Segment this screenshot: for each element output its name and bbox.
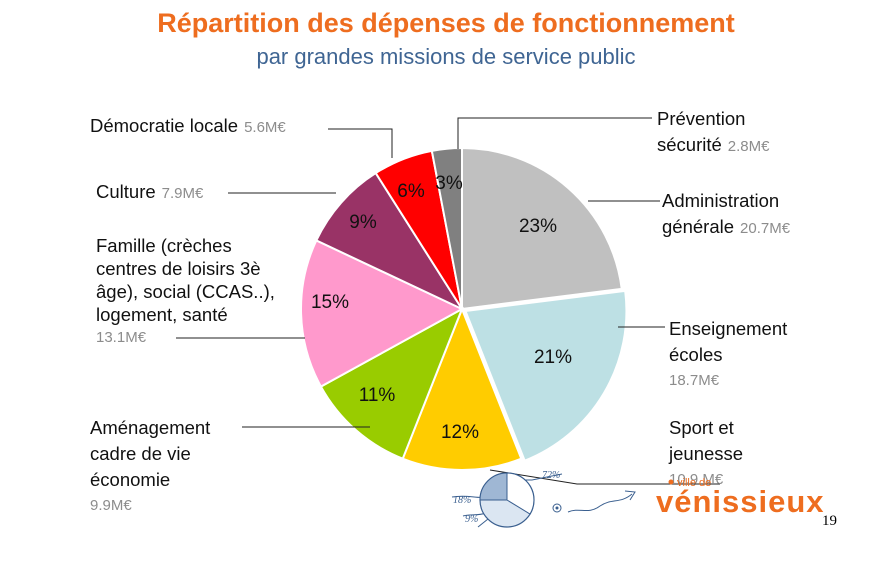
label-line: Démocratie locale (90, 115, 238, 136)
label-connector-line (457, 117, 652, 149)
page-number: 19 (822, 513, 837, 529)
pie-slice (430, 146, 463, 310)
slice-percent-label: 12% (441, 422, 479, 443)
pie-slice (300, 239, 465, 388)
logo-main-text: vénissieux (656, 484, 825, 519)
slice-amount: 20.7M€ (740, 220, 791, 237)
slice-amount: 5.6M€ (244, 119, 286, 136)
label-line: jeunesse (668, 443, 743, 464)
sketch-label-18: 18% (453, 495, 471, 506)
label-line: Prévention (657, 108, 745, 129)
logo-small-text: ville de (677, 477, 711, 489)
label-line: centres de loisirs 3è (96, 258, 261, 279)
pie-slice (314, 171, 465, 312)
label-line: générale (662, 216, 734, 237)
chart-subtitle: par grandes missions de service public (256, 44, 635, 69)
slice-percent-label: 6% (397, 181, 425, 202)
category-labels: Administration générale 20.7M€ Enseignement… (90, 108, 791, 514)
pie-slice (461, 146, 623, 311)
slice-category-label: Prévention sécurité 2.8M€ (657, 108, 770, 155)
logo-dot (668, 479, 674, 485)
slice-percent-label: 3% (435, 173, 463, 194)
label-line: cadre de vie (90, 443, 191, 464)
slice-percent-label: 21% (534, 347, 572, 368)
label-line: Enseignement (669, 318, 787, 339)
label-line: Sport et (669, 417, 734, 438)
label-line: Aménagement (90, 417, 210, 438)
percentage-labels: 23% 21% 12% 11% 15% 9% 6% 3% (311, 173, 572, 443)
slice-percent-label: 11% (359, 385, 396, 406)
slice-category-label: Administration générale 20.7M€ (662, 190, 791, 237)
label-line: âge), social (CCAS..), (96, 281, 275, 302)
slice-category-label: Culture 7.9M€ (96, 181, 204, 202)
slice-category-label: Démocratie locale 5.6M€ (90, 115, 286, 136)
slice-category-label: Sport et jeunesse 10.9 M€ (668, 417, 743, 488)
slice-category-label: Aménagement cadre de vie économie 9.9M€ (90, 417, 210, 514)
slice-amount: 9.9M€ (90, 497, 132, 514)
slice-amount: 10.9 M€ (669, 471, 724, 488)
slice-amount: 2.8M€ (728, 138, 770, 155)
pie-slice (401, 306, 523, 471)
label-connectors (176, 117, 720, 485)
label-line: écoles (669, 344, 722, 365)
slice-category-label: Famille (crèches centres de loisirs 3è âge… (96, 235, 275, 346)
slice-percent-label: 23% (519, 216, 557, 237)
pie-slices (300, 146, 628, 471)
slice-category-label: Enseignement écoles 18.7M€ (669, 318, 787, 389)
slice-amount: 7.9M€ (162, 185, 204, 202)
slice-amount: 13.1M€ (96, 329, 147, 346)
venissieux-logo: ville de vénissieux (656, 477, 825, 519)
slice-amount: 18.7M€ (669, 372, 720, 389)
label-line: logement, santé (96, 304, 228, 325)
label-line: économie (90, 469, 170, 490)
pie-slice (464, 289, 628, 463)
sketch-label-72: 72% (542, 470, 560, 481)
label-line: Administration (662, 190, 779, 211)
sketch-illustration: 72% 18% 9% (451, 470, 636, 528)
label-line: Culture (96, 181, 156, 202)
label-connector-line (328, 128, 393, 158)
label-line: Famille (crèches (96, 235, 232, 256)
slice-percent-label: 15% (311, 292, 349, 313)
sketch-label-9: 9% (465, 514, 478, 525)
pie-slice (319, 306, 464, 460)
chart-title: Répartition des dépenses de fonctionneme… (157, 8, 735, 38)
slice-percent-label: 9% (349, 212, 377, 233)
label-line: sécurité (657, 134, 722, 155)
